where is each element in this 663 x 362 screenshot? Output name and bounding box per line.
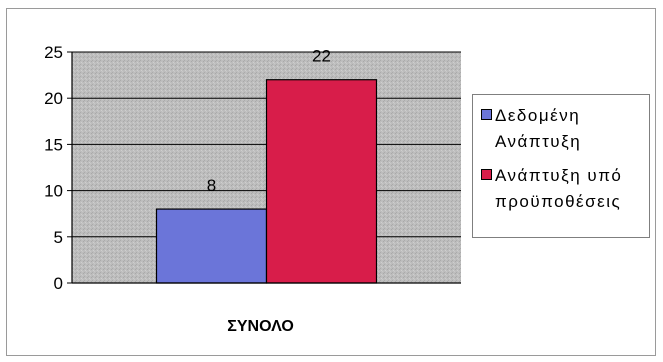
data-label-series-2: 22: [312, 47, 331, 66]
legend-item-series-2: Ανάπτυξη υπό προϋποθέσεις: [481, 163, 643, 215]
y-tick-label: 20: [44, 89, 63, 108]
bar-series-1: [155, 208, 268, 284]
legend-item-series-1: Δεδομένη Ανάπτυξη: [481, 103, 643, 155]
legend-swatch-series-2: [481, 169, 492, 180]
y-tick-label: 25: [44, 43, 63, 62]
legend-label-series-1: Δεδομένη Ανάπτυξη: [495, 106, 582, 151]
y-tick-label: 0: [54, 274, 63, 293]
y-tick-label: 15: [44, 135, 63, 154]
y-tick-label: 10: [44, 182, 63, 201]
chart-legend: Δεδομένη Ανάπτυξη Ανάπτυξη υπό προϋποθέσ…: [472, 94, 650, 238]
data-label-series-1: 8: [207, 176, 216, 195]
x-category-label: ΣΥΝΟΛΟ: [227, 318, 294, 335]
legend-swatch-series-1: [481, 109, 492, 120]
bar-chart: 0 5 10 15 20 25 8 22 ΣΥΝΟΛΟ: [44, 43, 461, 335]
bar-series-2: [265, 79, 378, 284]
y-tick-label: 5: [54, 228, 63, 247]
legend-label-series-2: Ανάπτυξη υπό προϋποθέσεις: [495, 166, 623, 211]
